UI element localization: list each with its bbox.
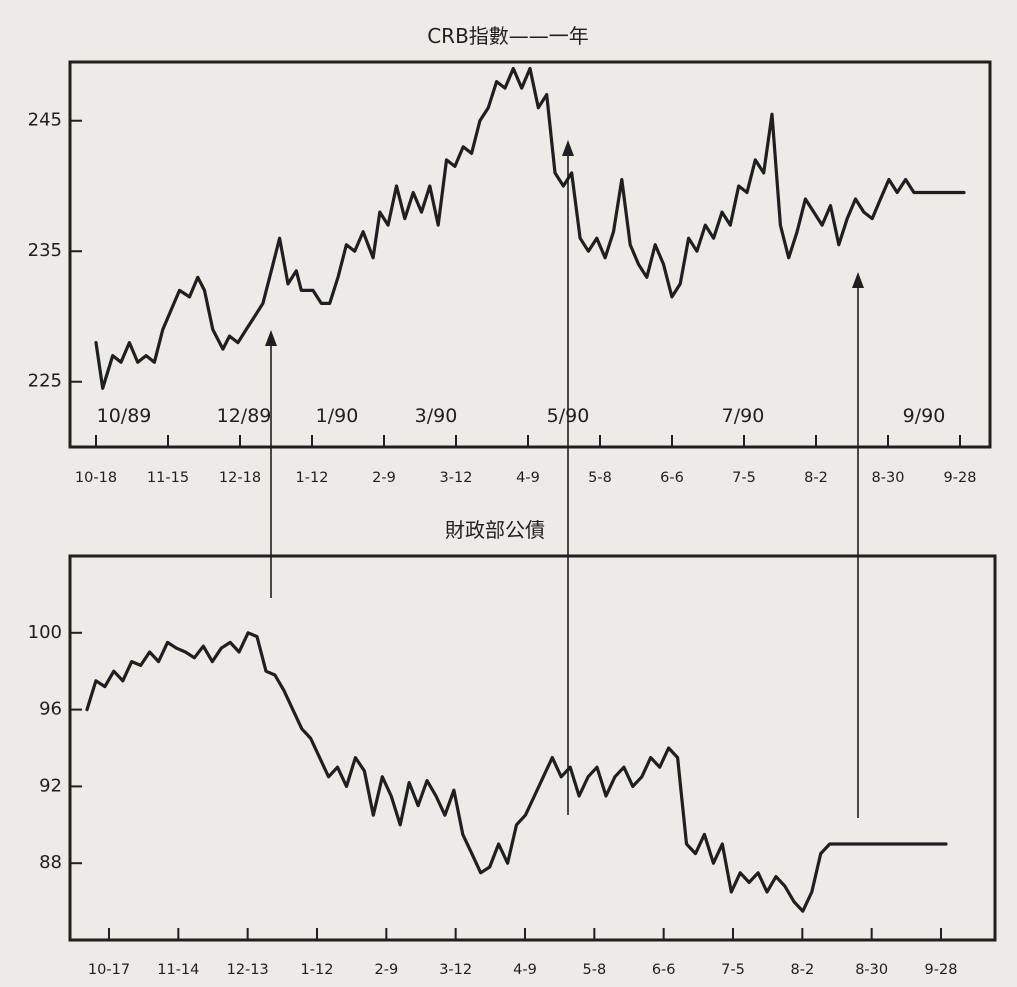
crb-xtick-label: 8-30 [872,470,905,486]
crb-ytick-label: 245 [28,110,62,131]
crb-xtick-label: 9-28 [944,470,977,486]
bond-xtick-label: 8-30 [855,962,888,978]
crb-xtick-label: 1-12 [296,470,329,486]
crb-xtick-label: 12-18 [219,470,261,486]
bond-xtick-label: 3-12 [439,962,472,978]
crb-chart: 225 235 245 10-18 11-15 12-18 1-12 2-9 3-12 4-9 5-… [28,66,977,486]
crb-xtick-label: 11-15 [147,470,189,486]
bond-ytick-label: 96 [39,699,62,720]
bond-xtick-label: 6-6 [652,962,676,978]
crb-month-label: 10/89 [97,405,152,427]
bond-plot-frame [68,554,997,942]
bond-series-line [85,631,948,913]
crb-month-label: 7/90 [722,405,765,427]
crb-xtick-label: 4-9 [516,470,540,486]
bond-xtick-label: 11-14 [157,962,199,978]
crb-ytick-label: 235 [28,240,62,261]
annotation-arrows [265,140,864,818]
crb-xtick-label: 10-18 [75,470,117,486]
crb-xtick-label: 5-8 [588,470,612,486]
bond-xtick-label: 8-2 [790,962,814,978]
bond-ytick-label: 100 [28,622,62,643]
bond-chart: 88 92 96 100 10-17 11-14 12-13 1-12 2-9 3-12 4-9 5-… [28,622,958,978]
crb-ytick-label: 225 [28,371,62,392]
crb-chart-title: CRB指數——一年 [427,24,589,48]
crb-xtick-label: 8-2 [804,470,828,486]
bond-chart-title: 財政部公債 [445,518,545,542]
crb-month-label: 9/90 [903,405,946,427]
crb-xtick-label: 7-5 [732,470,756,486]
bond-xtick-label: 2-9 [374,962,398,978]
bond-xtick-label: 12-13 [227,962,269,978]
crb-xtick-label: 2-9 [372,470,396,486]
annotation-arrow-head [265,330,277,346]
annotation-arrow-head [852,272,864,288]
bond-xtick-label: 1-12 [301,962,334,978]
crb-plot-frame [68,60,992,449]
bond-xtick-label: 5-8 [582,962,606,978]
bond-xtick-label: 10-17 [88,962,130,978]
bond-ytick-label: 88 [39,852,62,873]
crb-xtick-label: 3-12 [440,470,473,486]
crb-month-label: 1/90 [316,405,359,427]
bond-ytick-label: 92 [39,775,62,796]
crb-month-label: 3/90 [415,405,458,427]
bond-xtick-label: 7-5 [721,962,745,978]
bond-xtick-label: 4-9 [513,962,537,978]
crb-series-line [94,66,966,390]
crb-xtick-label: 6-6 [660,470,684,486]
crb-month-label: 12/89 [217,405,272,427]
bond-xtick-label: 9-28 [925,962,958,978]
annotation-arrow-head [562,140,574,156]
